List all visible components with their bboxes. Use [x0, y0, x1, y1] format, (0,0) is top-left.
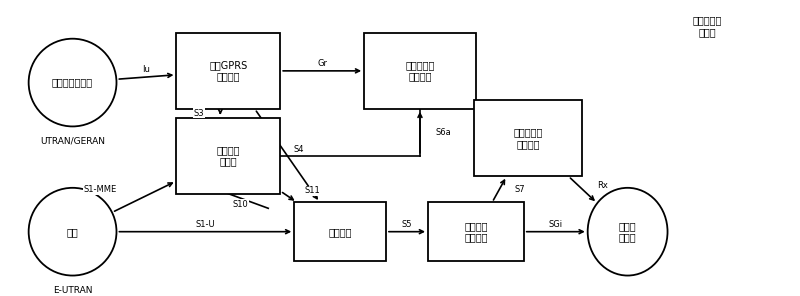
Text: SGi: SGi	[549, 220, 562, 229]
Text: 归属用户数
据服务器: 归属用户数 据服务器	[406, 60, 434, 82]
Bar	[176, 118, 280, 194]
Text: S1-U: S1-U	[195, 220, 215, 229]
Text: UTRAN/GERAN: UTRAN/GERAN	[40, 136, 105, 146]
Ellipse shape	[588, 188, 667, 276]
Text: S10: S10	[232, 200, 248, 208]
Bar	[474, 100, 582, 176]
Text: 移动性管
理实体: 移动性管 理实体	[217, 145, 240, 166]
Text: 策略与计费
规则功能: 策略与计费 规则功能	[513, 127, 542, 149]
Bar	[176, 33, 280, 109]
Ellipse shape	[29, 188, 117, 276]
Text: 无线网络控制器: 无线网络控制器	[52, 78, 93, 88]
Text: Rx: Rx	[598, 181, 608, 190]
Bar	[428, 202, 524, 261]
Text: Iu: Iu	[142, 65, 150, 74]
Text: Gr: Gr	[317, 59, 327, 68]
Text: S5: S5	[402, 220, 412, 229]
Text: S7: S7	[514, 185, 525, 194]
Text: 基站: 基站	[66, 227, 78, 237]
Bar	[364, 33, 476, 109]
Bar	[294, 202, 386, 261]
Text: S6a: S6a	[436, 128, 452, 137]
Text: 服务网关: 服务网关	[328, 227, 352, 237]
Text: 分组数据
网络网关: 分组数据 网络网关	[464, 221, 488, 242]
Text: S1-MME: S1-MME	[84, 185, 117, 194]
Text: S11: S11	[305, 186, 321, 195]
Text: 服务GPRS
支持节点: 服务GPRS 支持节点	[209, 60, 247, 82]
Text: S4: S4	[294, 145, 305, 154]
Ellipse shape	[29, 39, 117, 126]
Text: E-UTRAN: E-UTRAN	[53, 286, 92, 295]
Text: 演进的分组
核心网: 演进的分组 核心网	[693, 15, 722, 37]
Text: 分组数
据网络: 分组数 据网络	[618, 221, 637, 242]
Text: S3: S3	[194, 109, 204, 118]
